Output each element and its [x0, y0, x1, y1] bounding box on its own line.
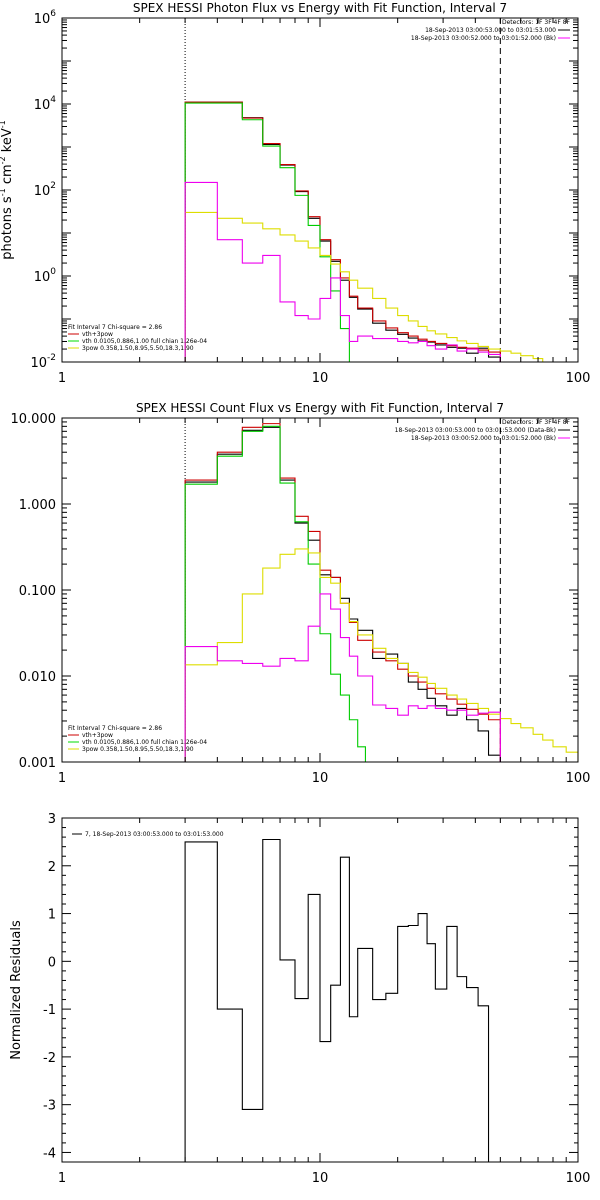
y-tick-label: 1 — [48, 908, 56, 923]
y-tick-label: 2 — [48, 860, 56, 875]
y-label-part: photons s — [0, 196, 15, 260]
y-tick-base: 10 — [34, 184, 51, 199]
y-tick-base: 10 — [34, 98, 51, 113]
y-tick-label: 106 — [34, 9, 57, 27]
x-tick-label: 1 — [58, 1171, 66, 1186]
series-line-2 — [184, 425, 366, 762]
series-line-0 — [184, 101, 501, 362]
y-label-exp: -1 — [0, 188, 7, 196]
y-tick-label: 0.001 — [19, 756, 56, 771]
y-tick-label: -4 — [43, 1146, 56, 1161]
y-tick-exp: -2 — [47, 353, 56, 363]
y-tick-base: 10 — [30, 356, 47, 371]
y-tick-exp: 6 — [50, 9, 56, 19]
legend-entry-label: 18-Sep-2013 03:00:52.000 to 03:01:52.000… — [411, 435, 556, 442]
x-tick-label: 100 — [566, 371, 591, 386]
legend-entry-label: vth+3pow — [82, 331, 113, 338]
series-group — [184, 423, 578, 762]
y-tick-label: 1.000 — [19, 498, 56, 513]
y-tick-label: 0 — [48, 955, 56, 970]
y-tick-label: 3 — [48, 812, 56, 827]
series-group — [184, 838, 501, 1162]
legend-entry-label: vth 0.0105,0.886,1.00 full chian 1.26e-0… — [82, 338, 207, 345]
y-tick-exp: 4 — [50, 95, 56, 105]
y-tick-label: -2 — [43, 1051, 56, 1066]
legend-entry-label: 3pow 0.358,1.50,8.95,5.50,18.3,1.90 — [82, 746, 194, 753]
x-tick-label: 100 — [566, 771, 591, 786]
chart-title: SPEX HESSI Photon Flux vs Energy with Fi… — [133, 1, 507, 15]
y-axis-label: photons s-1 cm-2 keV-1 — [0, 120, 15, 259]
legend-entry-label: 3pow 0.358,1.50,8.95,5.50,18.3,1.90 — [82, 345, 194, 352]
x-tick-label: 10 — [312, 771, 329, 786]
y-tick-label: 104 — [34, 95, 57, 113]
legend-entry-label: 18-Sep-2013 03:00:53.000 to 03:01:53.000 — [425, 27, 556, 34]
y-tick-label: 102 — [34, 181, 56, 199]
y-tick-label: -3 — [43, 1099, 56, 1114]
y-tick-base: 10 — [34, 270, 51, 285]
y-tick-label: 10-2 — [30, 353, 56, 371]
y-label-part: cm — [0, 164, 15, 188]
photon-flux-panel: SPEX HESSI Photon Flux vs Energy with Fi… — [0, 1, 590, 386]
legend-entry-label: vth+3pow — [82, 732, 113, 739]
y-label-part: keV — [0, 128, 15, 156]
y-tick-base: 10 — [34, 12, 51, 27]
legend-entry-label: 18-Sep-2013 03:00:52.000 to 03:01:52.000… — [411, 35, 556, 42]
series-line-4 — [184, 593, 501, 762]
series-line-2 — [184, 102, 358, 362]
y-label-exp: -2 — [0, 156, 7, 164]
series-line-3 — [184, 548, 578, 762]
series-line-3 — [184, 211, 553, 362]
x-tick-label: 10 — [312, 1171, 329, 1186]
series-line-1 — [184, 423, 501, 762]
y-tick-exp: 0 — [50, 267, 56, 277]
y-tick-label: 0.100 — [19, 584, 56, 599]
x-tick-label: 1 — [58, 371, 66, 386]
y-tick-label: 0.010 — [19, 670, 56, 685]
legend-entry-label: vth 0.0105,0.886,1.00 full chian 1.26e-0… — [82, 739, 207, 746]
y-tick-label: -1 — [43, 1003, 56, 1018]
count-flux-panel: SPEX HESSI Count Flux vs Energy with Fit… — [11, 401, 591, 786]
y-tick-label: 10.000 — [11, 412, 57, 427]
y-label-exp: -1 — [0, 120, 7, 128]
x-tick-label: 10 — [312, 371, 329, 386]
chart-title: SPEX HESSI Count Flux vs Energy with Fit… — [136, 401, 504, 415]
x-tick-label: 100 — [566, 1171, 591, 1186]
legend-entry-label: 18-Sep-2013 03:00:53.000 to 03:01:53.000… — [395, 427, 556, 434]
series-line-0 — [184, 838, 501, 1162]
legend-entry-label: 7, 18-Sep-2013 03:00:53.000 to 03:01:53.… — [85, 831, 224, 838]
series-line-4 — [184, 181, 501, 362]
legend-title: Fit Interval 7 Chi-square = 2.86 — [68, 725, 162, 732]
y-tick-label: 100 — [34, 267, 57, 285]
series-line-0 — [184, 426, 501, 762]
y-tick-exp: 2 — [50, 181, 56, 191]
legend-title: Detectors: 1F 3F 4F 8F — [502, 419, 571, 426]
x-tick-label: 1 — [58, 771, 66, 786]
legend-title: Detectors: 1F 3F 4F 8F — [502, 19, 571, 26]
series-line-1 — [184, 101, 501, 362]
legend-title: Fit Interval 7 Chi-square = 2.86 — [68, 324, 162, 331]
y-axis-label: Normalized Residuals — [9, 920, 24, 1060]
series-group — [184, 101, 553, 362]
